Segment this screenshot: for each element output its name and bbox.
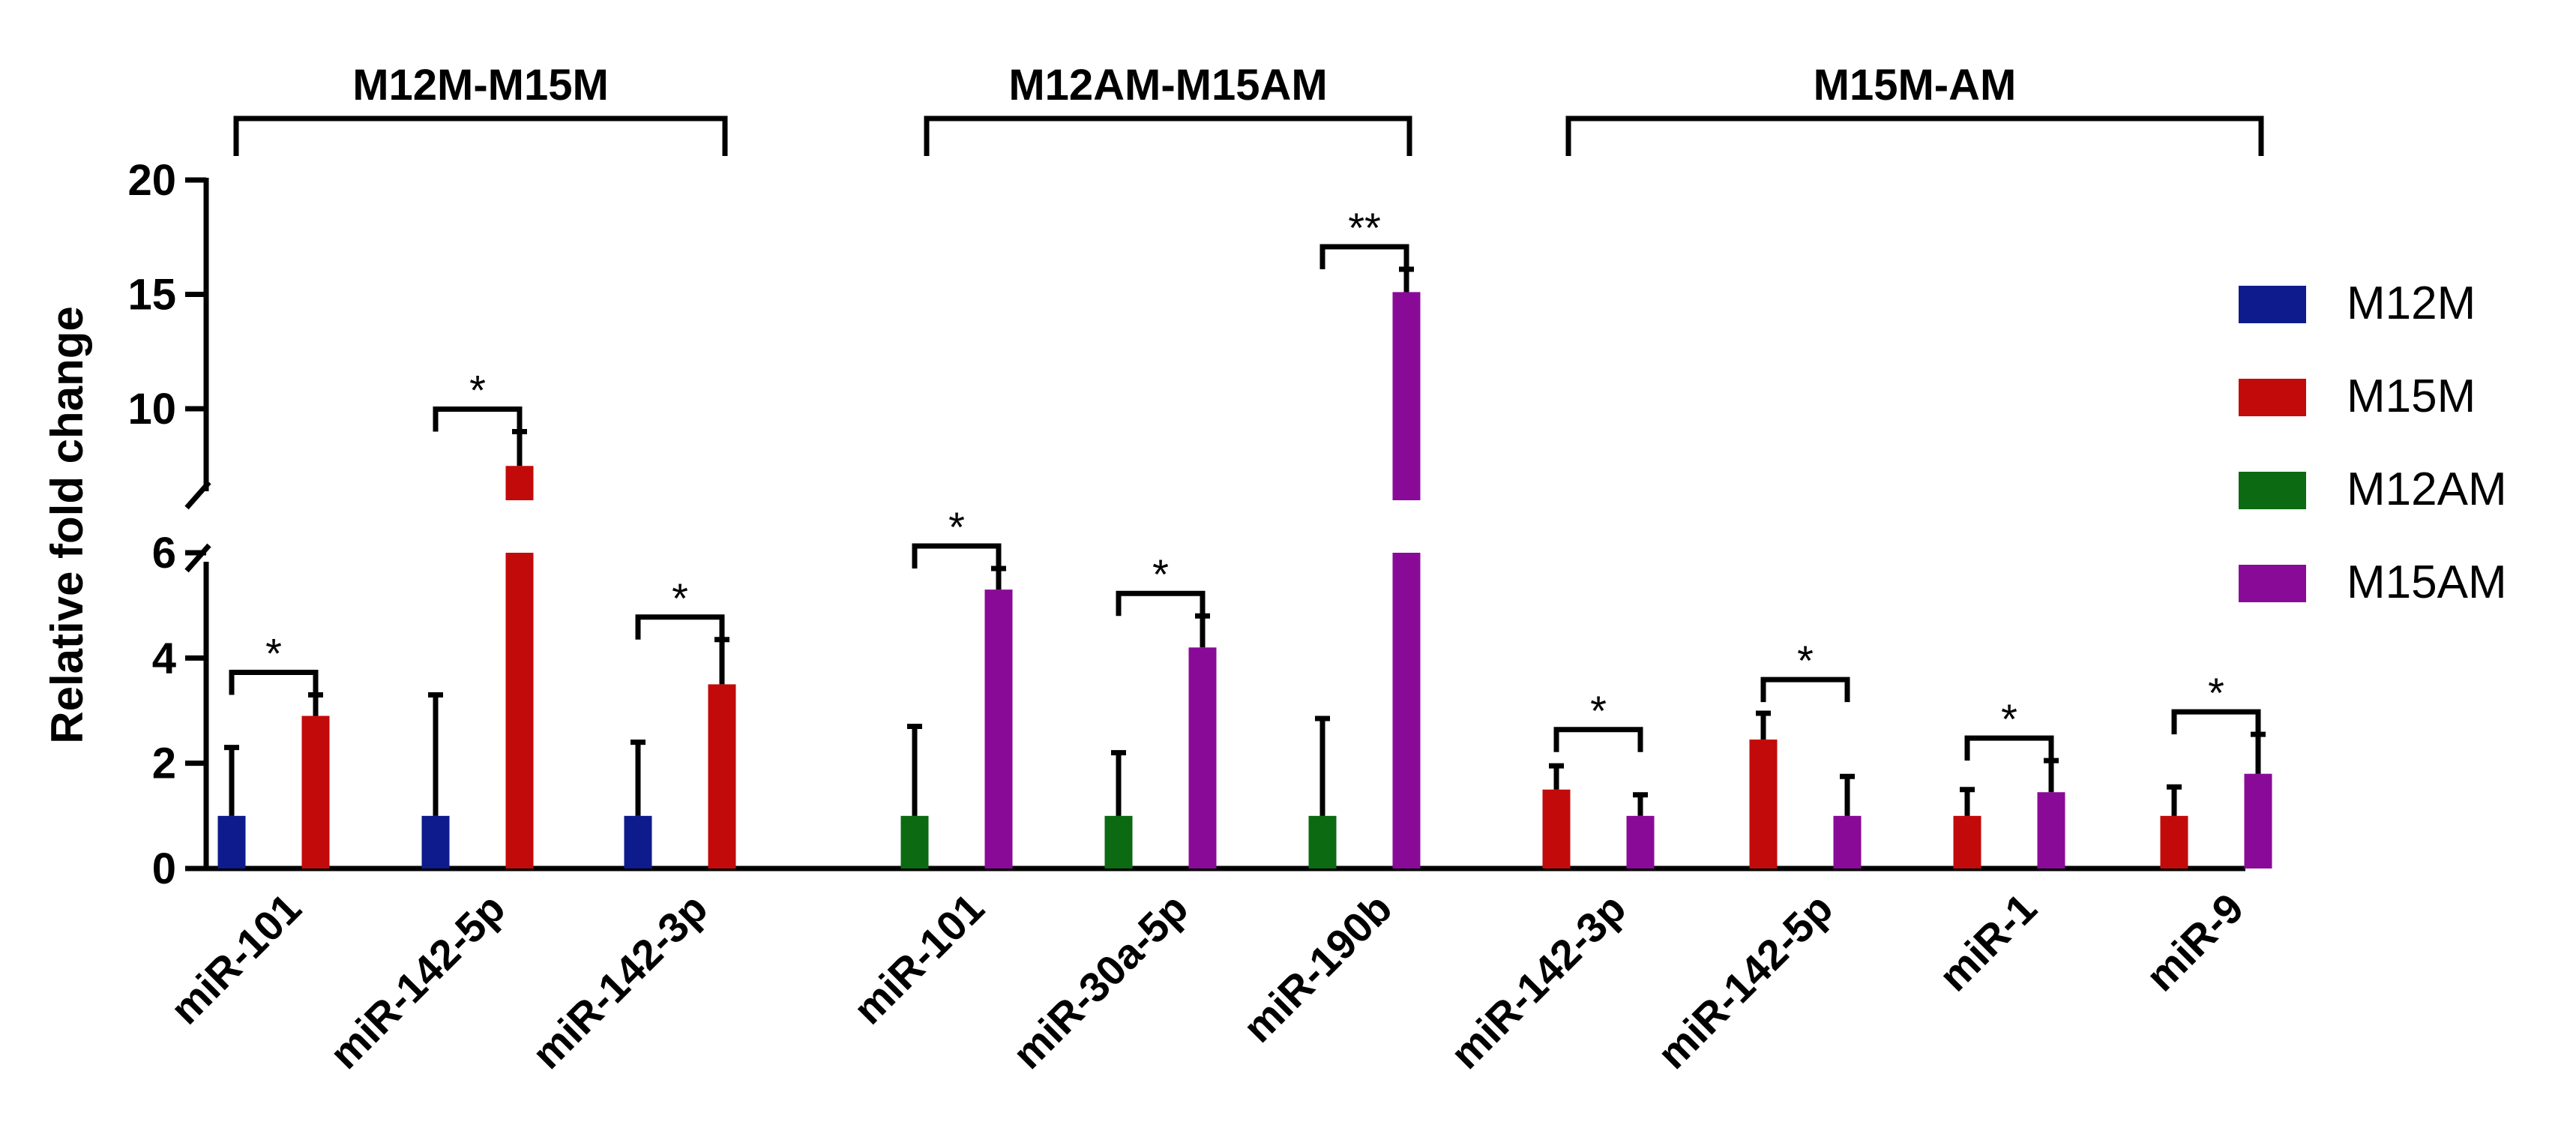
significance-bracket <box>635 614 725 640</box>
bar <box>624 815 652 868</box>
significance-marker: * <box>469 367 486 414</box>
bar <box>708 684 736 868</box>
significance-bracket <box>912 543 1002 569</box>
bar <box>1392 553 1421 868</box>
x-tick-label: miR-9 <box>2137 884 2253 1000</box>
x-tick-label: miR-1 <box>1930 884 2046 1000</box>
x-tick-label: miR-142-3p <box>1441 884 1634 1078</box>
significance-marker: * <box>948 503 965 550</box>
significance-marker: * <box>1797 637 1814 684</box>
legend-swatch <box>2239 286 2306 323</box>
legend-label: M12AM <box>2347 464 2507 515</box>
legend-swatch <box>2239 472 2306 509</box>
bar <box>2037 792 2065 868</box>
x-tick-label: miR-142-5p <box>320 884 514 1078</box>
bar <box>1392 292 1421 500</box>
x-tick-label: miR-101 <box>161 884 310 1034</box>
significance-marker: * <box>1152 550 1169 598</box>
significance-marker: * <box>1590 687 1607 734</box>
legend-label: M15AM <box>2347 556 2507 608</box>
bar <box>1749 740 1778 868</box>
y-tick-label: 20 <box>127 156 176 205</box>
y-tick-label: 0 <box>152 844 176 893</box>
bar <box>1833 815 1862 868</box>
legend-label: M12M <box>2347 278 2476 329</box>
group-label: M12M-M15M <box>352 61 609 110</box>
significance-bracket <box>1760 676 1850 703</box>
legend-label: M15M <box>2347 370 2476 422</box>
significance-marker: ** <box>1348 204 1381 251</box>
x-tick-label: miR-30a-5p <box>1003 884 1197 1078</box>
bar <box>1104 815 1133 868</box>
x-tick-label: miR-190b <box>1234 884 1401 1052</box>
group-bracket <box>924 116 1412 156</box>
y-tick-label: 10 <box>127 385 176 434</box>
y-tick-label: 4 <box>152 634 176 682</box>
bar <box>1188 647 1217 868</box>
group-bracket <box>1565 116 2264 156</box>
bar <box>1953 815 1981 868</box>
bar <box>505 466 534 500</box>
significance-marker: * <box>2208 669 2224 716</box>
significance-marker: * <box>672 574 688 622</box>
bar <box>1542 789 1571 868</box>
axis-break-mark <box>184 480 211 510</box>
bar <box>301 716 330 868</box>
group-bracket <box>233 116 728 156</box>
bar <box>1626 815 1655 868</box>
significance-bracket <box>1553 727 1643 752</box>
y-tick-label: 6 <box>152 529 176 578</box>
significance-bracket <box>229 669 319 695</box>
x-tick-label: miR-142-5p <box>1648 884 1841 1078</box>
significance-bracket <box>2171 709 2261 735</box>
y-axis-label: Relative fold change <box>42 306 92 743</box>
significance-bracket <box>1319 244 1409 269</box>
significance-bracket <box>433 406 523 432</box>
y-tick-label: 15 <box>127 271 176 320</box>
bar <box>900 815 929 868</box>
group-label: M15M-AM <box>1814 61 2017 110</box>
significance-marker: * <box>2001 695 2017 742</box>
significance-bracket <box>1964 735 2054 761</box>
bar <box>217 815 246 868</box>
bar <box>2160 815 2188 868</box>
axis-break-mark <box>184 543 211 573</box>
bar <box>2244 773 2272 868</box>
significance-bracket <box>1116 590 1206 616</box>
x-tick-label: miR-142-3p <box>523 884 716 1078</box>
bar <box>421 815 450 868</box>
x-tick-label: miR-101 <box>844 884 993 1034</box>
significance-marker: * <box>265 629 282 676</box>
bar <box>1308 815 1337 868</box>
y-tick-label: 2 <box>152 740 176 788</box>
bar <box>984 590 1013 868</box>
group-label: M12AM-M15AM <box>1008 61 1327 110</box>
legend-swatch <box>2239 379 2306 416</box>
legend-swatch <box>2239 565 2306 602</box>
bar <box>505 553 534 868</box>
